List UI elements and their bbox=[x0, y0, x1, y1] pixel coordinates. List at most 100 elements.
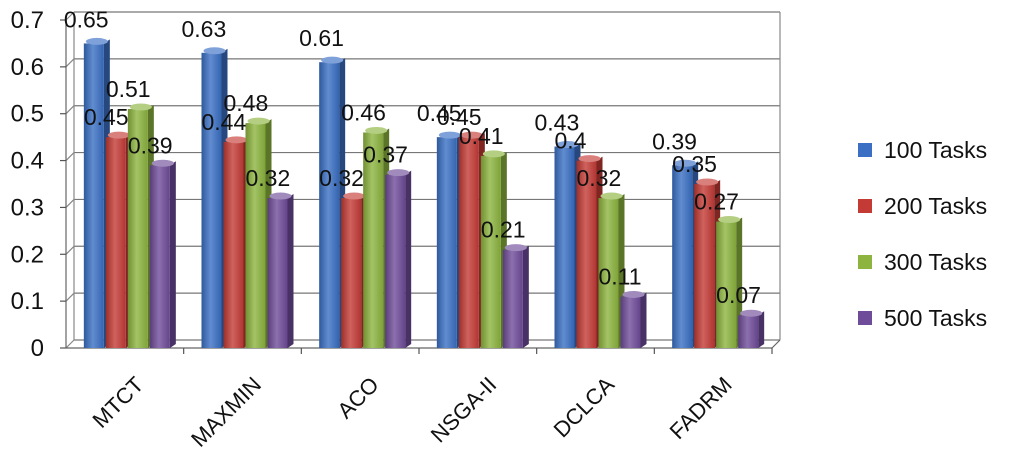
bar-top bbox=[504, 244, 527, 252]
data-label: 0.27 bbox=[694, 188, 739, 214]
data-label: 0.45 bbox=[84, 104, 129, 130]
bar-200-tasks-aco bbox=[341, 198, 362, 348]
gridline-side bbox=[65, 11, 75, 21]
bar-100-tasks-mtct bbox=[83, 43, 104, 349]
bar-side bbox=[169, 161, 176, 348]
bar-side bbox=[640, 292, 647, 348]
bar-100-tasks-aco bbox=[319, 62, 340, 349]
bar-500-tasks-maxmin bbox=[267, 198, 288, 348]
bar-top bbox=[600, 192, 623, 200]
legend-label: 300 Tasks bbox=[884, 249, 987, 275]
bar-top bbox=[107, 131, 130, 139]
data-label: 0.32 bbox=[319, 165, 364, 191]
data-label: 0.41 bbox=[459, 123, 504, 149]
y-tick-label: 0 bbox=[31, 335, 44, 362]
data-label: 0.07 bbox=[716, 282, 761, 308]
legend-swatch bbox=[858, 311, 872, 325]
x-category-label: NSGA-II bbox=[426, 372, 502, 448]
y-tick-label: 0.2 bbox=[11, 241, 44, 268]
y-tick-label: 0.5 bbox=[11, 101, 44, 128]
data-labels: 0.650.450.510.390.630.440.480.320.610.32… bbox=[64, 6, 761, 308]
bar-200-tasks-nsga-ii bbox=[458, 137, 479, 348]
bar-300-tasks-maxmin bbox=[245, 123, 266, 348]
bar-200-tasks-maxmin bbox=[223, 141, 244, 348]
legend-swatch bbox=[858, 143, 872, 157]
y-tick-label: 0.3 bbox=[11, 194, 44, 221]
bar-100-tasks-fadrm bbox=[672, 165, 693, 348]
data-label: 0.32 bbox=[577, 165, 622, 191]
data-label: 0.39 bbox=[128, 132, 173, 158]
data-label: 0.61 bbox=[299, 25, 344, 51]
data-label: 0.11 bbox=[599, 263, 642, 289]
bar-top bbox=[482, 150, 505, 158]
data-label: 0.63 bbox=[182, 16, 227, 42]
data-label: 0.65 bbox=[64, 6, 109, 32]
x-category-label: DCLCA bbox=[549, 372, 620, 443]
bar-top bbox=[151, 159, 174, 167]
bar-top bbox=[343, 192, 366, 200]
data-label: 0.32 bbox=[246, 165, 291, 191]
gridline-side bbox=[65, 339, 75, 349]
x-category-label: MTCT bbox=[87, 372, 148, 433]
data-label: 0.46 bbox=[341, 99, 386, 125]
data-label: 0.51 bbox=[106, 76, 151, 102]
bar-top bbox=[718, 215, 741, 223]
bar-side bbox=[287, 194, 294, 348]
bar-top bbox=[365, 126, 388, 134]
legend-swatch bbox=[858, 199, 872, 213]
bar-top bbox=[387, 169, 410, 177]
bar-500-tasks-nsga-ii bbox=[502, 249, 523, 348]
bar-200-tasks-mtct bbox=[105, 137, 126, 348]
gridline-side bbox=[65, 199, 75, 208]
bar-side bbox=[522, 245, 529, 348]
bar-top bbox=[203, 47, 226, 55]
bar-300-tasks-dclca bbox=[598, 198, 619, 348]
bar-500-tasks-aco bbox=[385, 174, 406, 348]
bar-200-tasks-fadrm bbox=[694, 184, 715, 348]
bar-300-tasks-mtct bbox=[127, 109, 148, 349]
axes bbox=[65, 12, 781, 354]
x-category-label: FADRM bbox=[665, 372, 737, 444]
data-label: 0.4 bbox=[555, 128, 587, 154]
x-axis-category-labels: MTCT MAXMIN ACO NSGA-II DCLCA FADRM bbox=[87, 372, 736, 452]
gridlines bbox=[65, 11, 780, 349]
bar-200-tasks-dclca bbox=[576, 160, 597, 348]
bars bbox=[83, 37, 765, 349]
legend-label: 200 Tasks bbox=[884, 193, 987, 219]
y-tick-label: 0.4 bbox=[11, 148, 44, 175]
data-label: 0.39 bbox=[652, 128, 697, 154]
data-label: 0.44 bbox=[202, 109, 247, 135]
data-label: 0.43 bbox=[535, 110, 580, 136]
bar-side bbox=[758, 311, 765, 348]
bar-top bbox=[225, 136, 248, 144]
bar-100-tasks-maxmin bbox=[201, 52, 222, 349]
data-label: 0.21 bbox=[481, 217, 526, 243]
gridline-side bbox=[65, 105, 75, 115]
bar-top bbox=[129, 103, 152, 111]
bar-500-tasks-dclca bbox=[620, 296, 641, 348]
gridline-side bbox=[65, 152, 75, 161]
gridline-side bbox=[65, 245, 75, 255]
bar-100-tasks-nsga-ii bbox=[436, 137, 457, 348]
bar-300-tasks-nsga-ii bbox=[480, 155, 501, 348]
y-tick-label: 0.7 bbox=[11, 7, 44, 34]
legend-label: 500 Tasks bbox=[884, 305, 987, 331]
bar-500-tasks-mtct bbox=[149, 165, 170, 348]
bar-top bbox=[740, 309, 763, 317]
floor-edge bbox=[771, 339, 781, 349]
y-tick-label: 0.6 bbox=[11, 54, 44, 81]
bar-top bbox=[247, 117, 270, 125]
bar-300-tasks-aco bbox=[363, 132, 384, 348]
legend: 100 Tasks 200 Tasks 300 Tasks 500 Tasks bbox=[858, 137, 987, 331]
bar-top bbox=[85, 37, 108, 45]
bar-top bbox=[674, 159, 697, 167]
data-label: 0.45 bbox=[417, 100, 462, 126]
bar-top bbox=[578, 155, 601, 163]
bar-300-tasks-fadrm bbox=[716, 221, 737, 348]
gridline-side bbox=[65, 292, 75, 302]
bar-100-tasks-dclca bbox=[554, 146, 575, 348]
bar-500-tasks-fadrm bbox=[738, 315, 759, 348]
bar-top bbox=[622, 290, 645, 298]
data-label: 0.48 bbox=[224, 90, 269, 116]
